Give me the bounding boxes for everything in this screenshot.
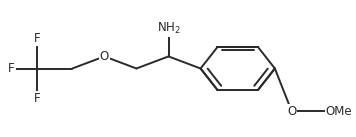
Text: O: O (287, 105, 297, 118)
Text: O: O (100, 50, 109, 63)
Text: F: F (8, 62, 15, 75)
Text: F: F (33, 92, 40, 105)
Text: OMe: OMe (325, 105, 352, 118)
Text: NH$_2$: NH$_2$ (157, 21, 180, 36)
Text: F: F (33, 32, 40, 45)
